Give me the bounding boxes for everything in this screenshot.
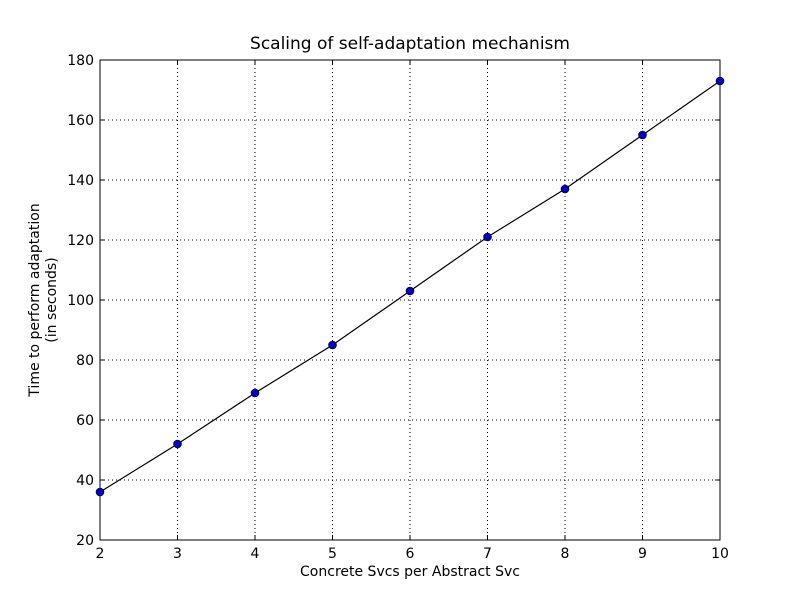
y-axis-label-line-1: Time to perform adaptation [27, 203, 43, 397]
x-axis-label: Concrete Svcs per Abstract Svc [300, 564, 520, 580]
data-point [173, 439, 182, 449]
y-tick-label: 100 [67, 293, 94, 309]
y-tick-label: 120 [67, 233, 94, 249]
y-tick-label: 180 [67, 53, 94, 69]
chart-title: Scaling of self-adaptation mechanism [250, 34, 570, 54]
data-point [328, 340, 337, 350]
x-tick-label: 3 [173, 546, 182, 562]
data-point [250, 388, 260, 398]
grid [99, 59, 721, 541]
x-tick-label: 5 [328, 546, 337, 562]
axis-ticks: 2 3 4 5 6 7 8 9 10 20 40 60 80 100 120 140 160 180 [67, 53, 729, 562]
y-tick-label: 40 [76, 473, 94, 489]
y-tick-label: 160 [67, 113, 94, 129]
data-point [95, 487, 105, 497]
x-tick-label: 9 [638, 546, 647, 562]
y-tick-label: 140 [67, 173, 94, 189]
series [95, 76, 725, 497]
data-point [715, 76, 725, 86]
y-tick-label: 80 [76, 353, 94, 369]
data-point [483, 232, 492, 242]
y-axis-label-line-2: (in seconds) [44, 257, 60, 342]
series-line [99, 80, 721, 493]
data-point [638, 130, 647, 140]
x-tick-label: 6 [406, 546, 415, 562]
data-point [405, 286, 415, 296]
data-point [560, 184, 570, 194]
x-tick-label: 2 [96, 546, 105, 562]
y-tick-label: 20 [76, 533, 94, 549]
x-tick-label: 8 [561, 546, 570, 562]
x-tick-label: 10 [711, 546, 729, 562]
y-tick-label: 60 [76, 413, 94, 429]
x-tick-label: 7 [483, 546, 492, 562]
x-tick-label: 4 [251, 546, 260, 562]
